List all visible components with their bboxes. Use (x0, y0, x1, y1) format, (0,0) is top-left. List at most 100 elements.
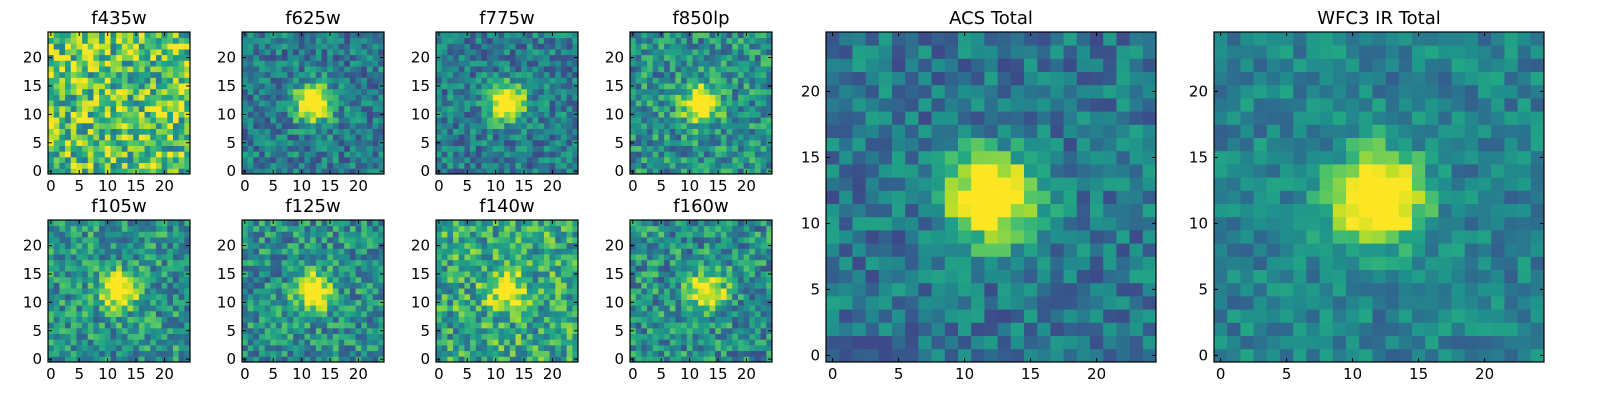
pixel (161, 322, 168, 329)
pixel (692, 145, 699, 152)
pixel (509, 77, 516, 84)
pixel (270, 259, 277, 266)
pixel (167, 134, 174, 141)
pixel (315, 237, 322, 244)
pixel (310, 32, 317, 39)
pixel (65, 49, 72, 56)
pixel (664, 139, 671, 146)
pixel (99, 37, 106, 44)
pixel (155, 88, 162, 95)
pixel (464, 145, 471, 152)
pixel (87, 71, 94, 78)
pixel (172, 151, 180, 158)
pixel (327, 37, 334, 44)
y-tick-label: 10 (411, 293, 430, 311)
pixel (247, 225, 254, 232)
pixel (59, 71, 66, 78)
pixel (366, 220, 374, 227)
pixel (344, 327, 351, 334)
pixel (509, 299, 516, 306)
pixel (760, 37, 767, 44)
pixel (549, 310, 556, 317)
pixel (172, 305, 180, 312)
pixel (378, 237, 385, 244)
pixel (760, 344, 767, 352)
pixel (178, 333, 185, 340)
axes-frame (241, 219, 385, 363)
pixel (572, 322, 579, 329)
pixel (338, 134, 345, 141)
pixel (447, 134, 454, 141)
pixel (53, 350, 60, 357)
pixel (543, 111, 550, 118)
pixel (178, 122, 185, 129)
pixel (635, 122, 642, 129)
pixel (372, 105, 379, 112)
pixel (669, 288, 676, 295)
pixel (315, 66, 322, 73)
pixel (121, 111, 128, 118)
pixel (247, 237, 254, 244)
pixel (338, 231, 345, 238)
pixel (133, 43, 140, 50)
pixel (521, 265, 528, 272)
pixel (555, 83, 562, 90)
pixel (178, 299, 185, 306)
pixel (155, 60, 162, 67)
pixel (82, 77, 89, 84)
pixel (709, 282, 716, 289)
pixel (538, 37, 545, 44)
pixel (104, 43, 111, 50)
pixel (344, 117, 351, 124)
pixel (48, 316, 55, 323)
pixel (327, 231, 334, 238)
pixel (338, 32, 345, 39)
pixel (178, 220, 185, 227)
pixel (167, 88, 174, 95)
pixel (532, 117, 539, 124)
pixel (110, 265, 117, 272)
pixel (338, 271, 345, 278)
pixel (310, 145, 317, 152)
pixel (355, 37, 362, 44)
pixel (138, 350, 145, 357)
pixel (669, 71, 676, 78)
pixel (669, 339, 676, 346)
pixel (743, 122, 750, 129)
pixel (276, 66, 283, 73)
pixel (304, 237, 311, 244)
pixel (150, 54, 157, 61)
pixel (161, 299, 168, 306)
pixel (116, 122, 123, 129)
pixel (543, 265, 550, 272)
pixel (104, 94, 111, 101)
pixel (87, 305, 94, 312)
pixel (686, 151, 693, 158)
pixel (116, 77, 123, 84)
pixel (155, 94, 162, 101)
pixel (59, 77, 66, 84)
pixel (327, 310, 334, 317)
pixel (487, 162, 494, 169)
pixel (93, 88, 100, 95)
pixel (487, 105, 494, 112)
pixel (458, 54, 465, 61)
pixel (560, 282, 568, 289)
pixel (487, 117, 494, 124)
pixel (116, 310, 123, 317)
pixel (475, 333, 482, 340)
pixel (144, 276, 151, 283)
pixel (53, 54, 60, 61)
pixel (242, 88, 249, 95)
pixel (669, 316, 676, 323)
y-tick-label: 0 (226, 162, 236, 180)
pixel (133, 77, 140, 84)
pixel (703, 322, 710, 329)
pixel (264, 237, 271, 244)
pixel (321, 122, 328, 129)
pixel (321, 231, 328, 238)
pixel (572, 49, 579, 56)
pixel (327, 128, 334, 135)
pixel (304, 299, 311, 306)
